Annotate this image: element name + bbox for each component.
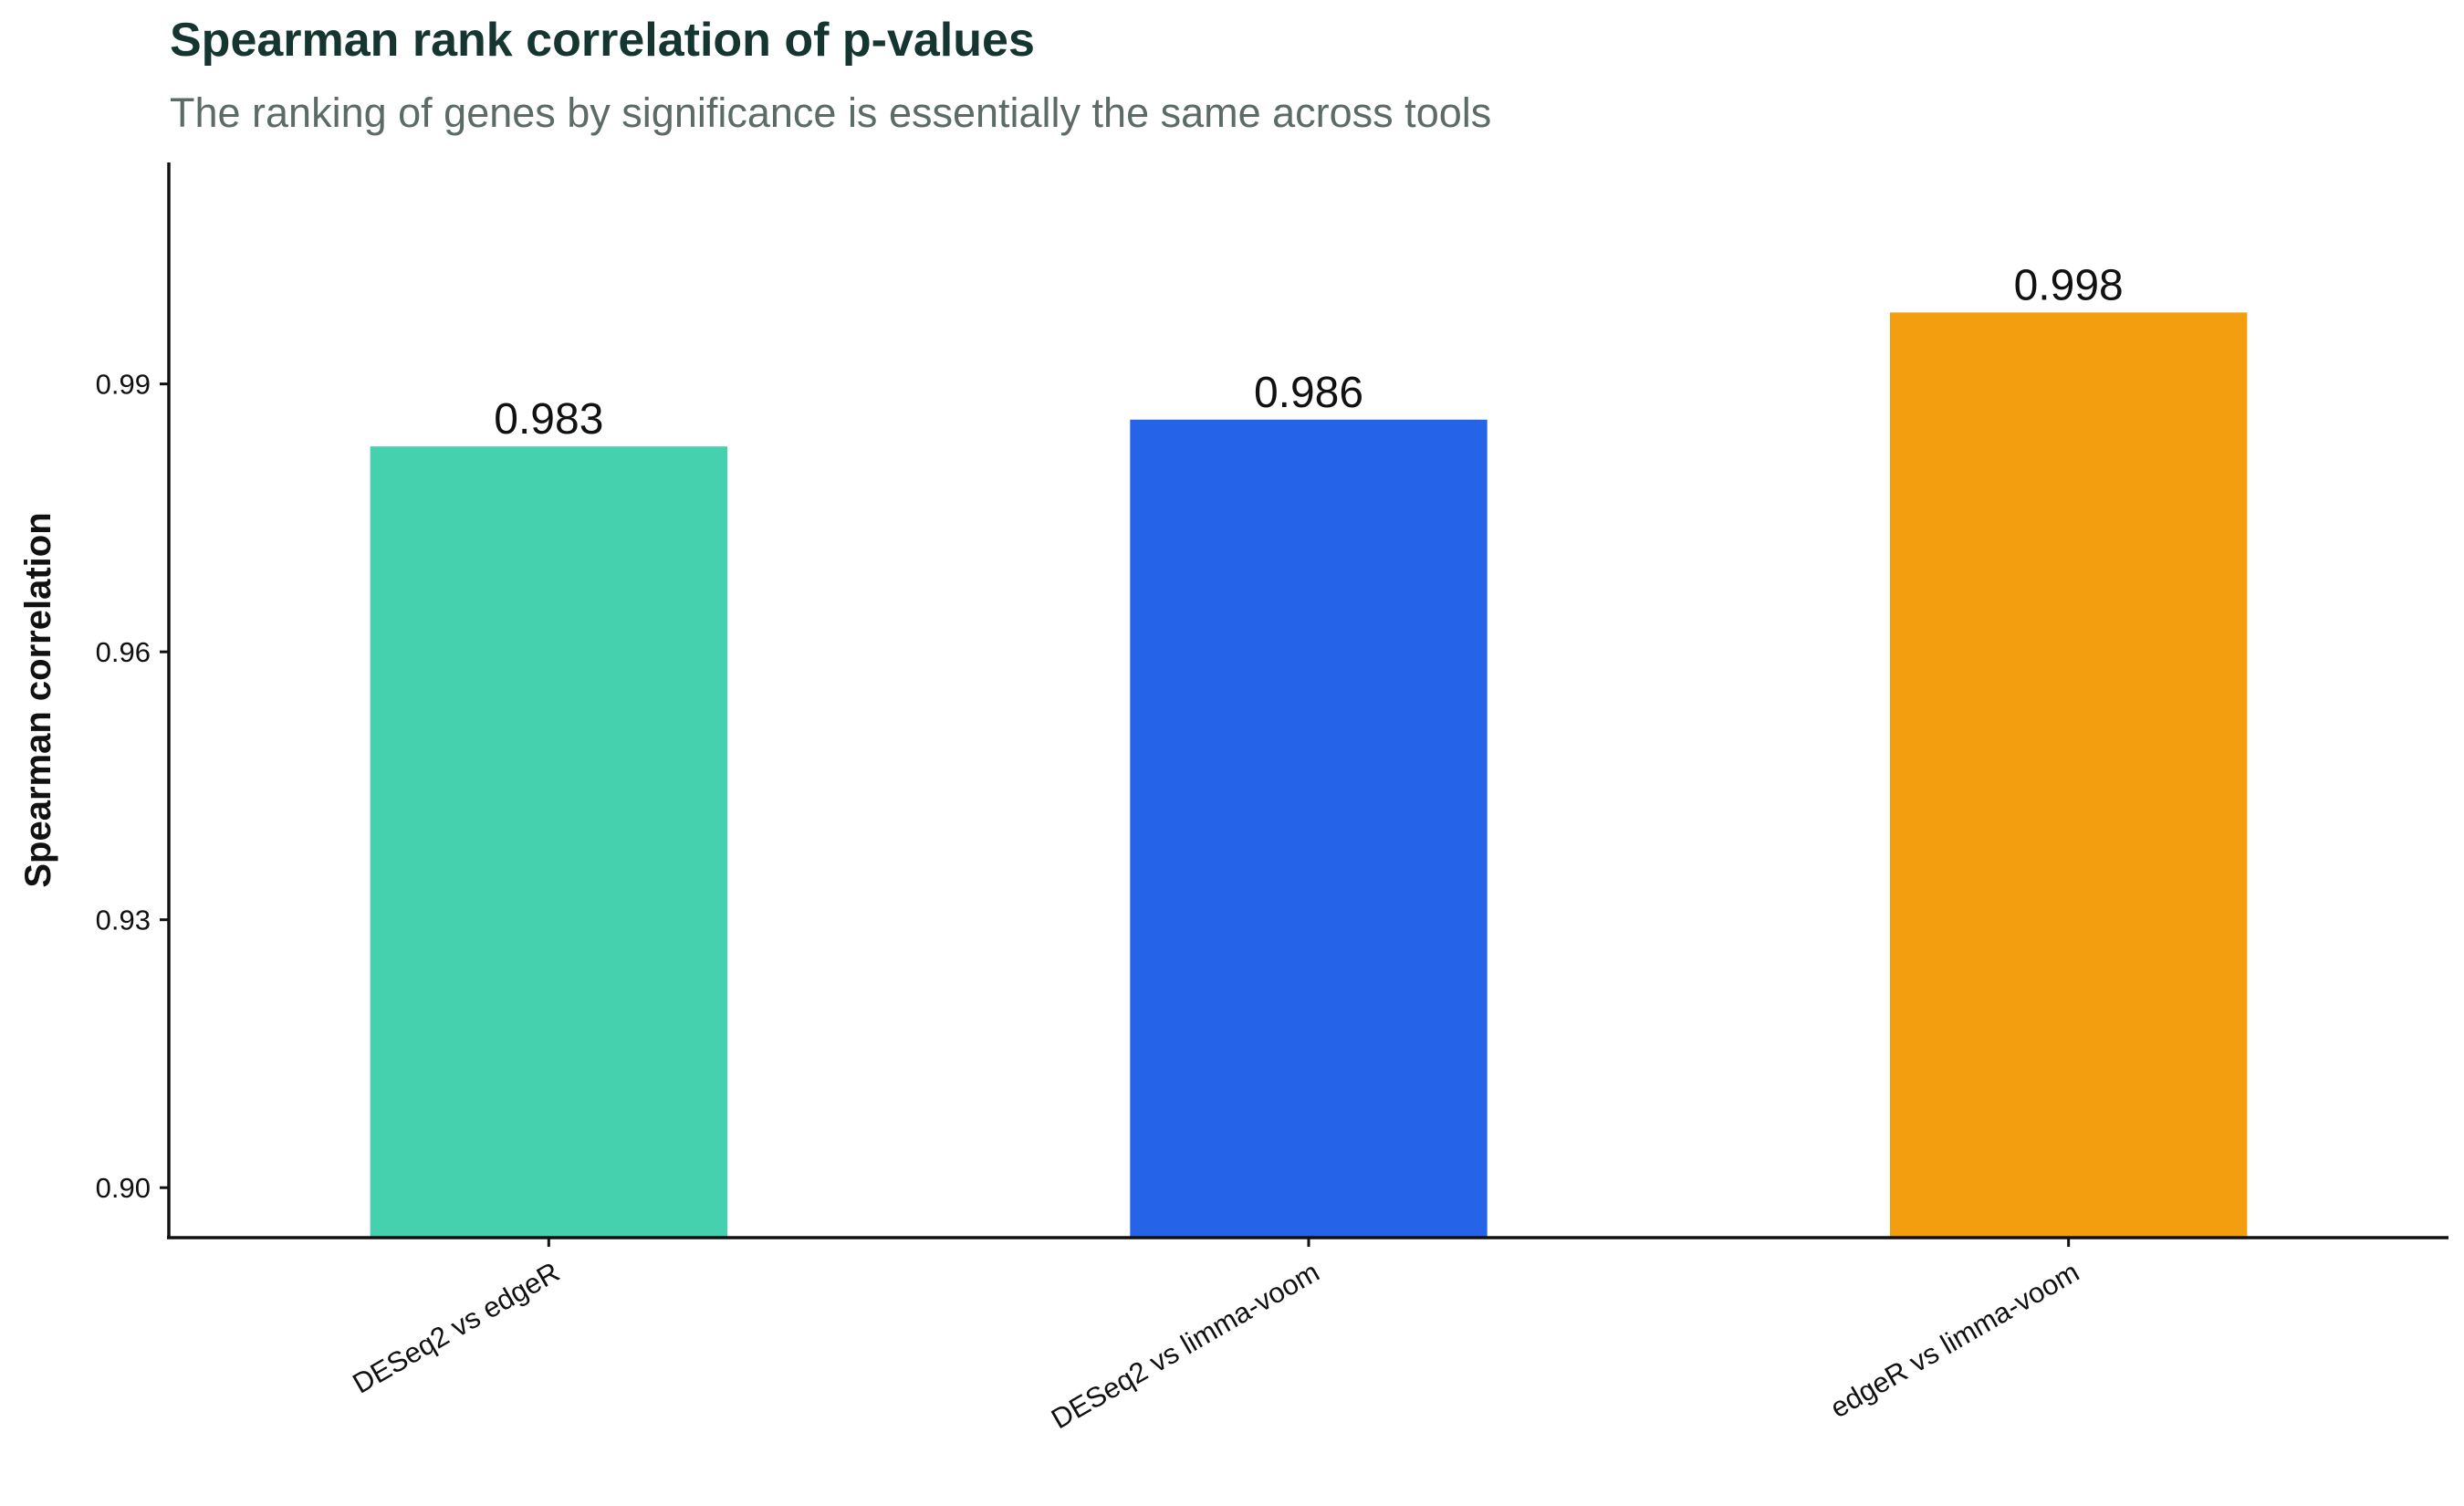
y-tick-label-1: 0.90 [96,1172,151,1204]
bar-value-label-1: 0.983 [494,395,603,444]
x-tick-label-1: DESeq2 vs edgeR [347,1256,564,1400]
x-tick-label-2: DESeq2 vs limma-voom [1046,1256,1324,1436]
chart-subtitle: The ranking of genes by significance is … [170,89,1492,136]
x-tick-label-3: edgeR vs limma-voom [1825,1256,2085,1424]
bar-value-label-3: 0.998 [2014,261,2124,309]
bars-group [370,312,2248,1239]
x-axis-ticks: DESeq2 vs edgeR DESeq2 vs limma-voom edgeR… [347,1238,2084,1435]
bar-1 [370,446,728,1238]
y-tick-label-4: 0.99 [96,369,151,401]
y-tick-label-3: 0.96 [96,636,151,668]
y-tick-label-2: 0.93 [96,905,151,936]
chart-title: Spearman rank correlation of p-values [170,14,1035,67]
bar-value-label-2: 0.986 [1254,369,1363,417]
y-axis-ticks: 0.90 0.93 0.96 0.99 [96,369,169,1204]
bar-2 [1130,419,1488,1238]
bar-labels-group: 0.983 0.986 0.998 [494,261,2123,444]
bar-3 [1889,312,2248,1239]
y-axis-title: Spearman correlation [18,512,58,887]
